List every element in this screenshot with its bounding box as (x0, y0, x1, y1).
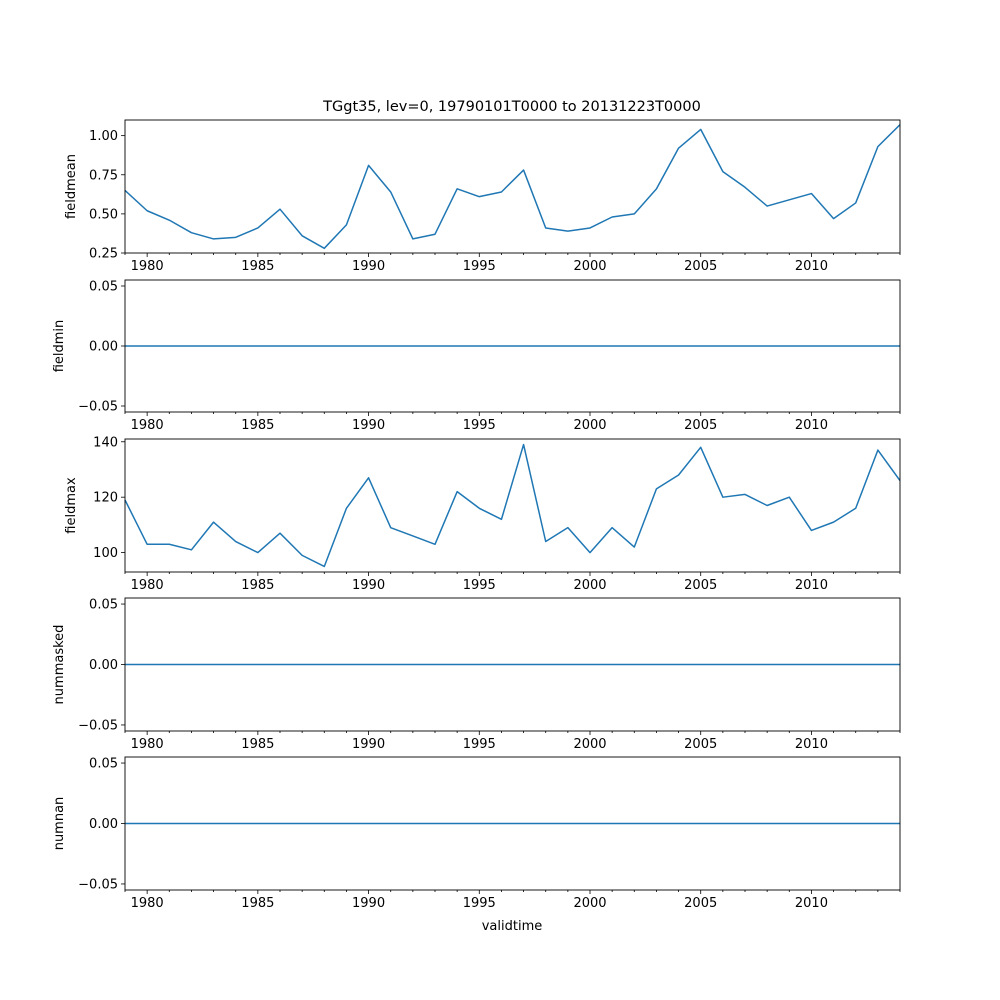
x-tick-label-2000: 2000 (573, 259, 606, 274)
figure-title: TGgt35, lev=0, 19790101T0000 to 20131223… (322, 99, 701, 115)
series-line-fieldmean (124, 124, 901, 250)
y-tick-label-fieldmin-1: 0.00 (89, 340, 118, 355)
y-axis-label-fieldmax: fieldmax (64, 477, 79, 534)
y-tick-label-fieldmax-2: 140 (93, 435, 118, 450)
x-tick-label-1995: 1995 (463, 418, 496, 433)
x-tick-label-1990: 1990 (352, 578, 385, 593)
x-tick-label-2000: 2000 (573, 578, 606, 593)
y-tick-label-nummasked-1: 0.00 (89, 658, 118, 673)
x-tick-label-2005: 2005 (684, 418, 717, 433)
x-tick-label-2010: 2010 (795, 737, 828, 752)
y-tick-label-fieldmin-2: 0.05 (89, 280, 118, 295)
x-tick-label-1995: 1995 (463, 259, 496, 274)
y-axis-label-fieldmean: fieldmean (64, 154, 79, 219)
x-tick-label-2010: 2010 (795, 259, 828, 274)
y-tick-label-nummasked-0: −0.05 (78, 718, 118, 733)
y-axis-label-numnan: numnan (52, 797, 67, 851)
axes-frame-fieldmax (124, 438, 901, 573)
x-tick-label-2010: 2010 (795, 896, 828, 911)
y-tick-label-numnan-2: 0.05 (89, 757, 118, 772)
x-tick-label-2005: 2005 (684, 737, 717, 752)
x-axis-label: validtime (482, 919, 543, 934)
y-axis-label-nummasked: nummasked (52, 625, 67, 705)
x-tick-label-2005: 2005 (684, 896, 717, 911)
x-tick-label-2005: 2005 (684, 259, 717, 274)
y-axis-label-fieldmin: fieldmin (52, 320, 67, 373)
subplot-fieldmean: 1980 1985 1990 1995 2000 2005 2010 0.25 0.50 0.75… (64, 119, 901, 274)
x-tick-label-1980: 1980 (131, 578, 164, 593)
x-tick-label-1980: 1980 (131, 259, 164, 274)
x-tick-label-1985: 1985 (241, 578, 274, 593)
x-tick-label-1985: 1985 (241, 259, 274, 274)
x-tick-label-1980: 1980 (131, 418, 164, 433)
x-tick-label-1995: 1995 (463, 578, 496, 593)
subplot-nummasked: 1980 1985 1990 1995 2000 2005 2010 −0.05 0.00 0.0… (52, 598, 901, 752)
x-tick-label-1990: 1990 (352, 896, 385, 911)
y-tick-label-fieldmax-1: 120 (93, 491, 118, 506)
x-tick-label-1990: 1990 (352, 259, 385, 274)
subplot-panels: 1980 1985 1990 1995 2000 2005 2010 0.25 0.50 0.75… (52, 119, 901, 911)
x-tick-label-2000: 2000 (573, 737, 606, 752)
y-tick-label-fieldmean-3: 1.00 (89, 129, 118, 144)
x-tick-label-2000: 2000 (573, 896, 606, 911)
y-tick-label-nummasked-2: 0.05 (89, 598, 118, 613)
subplot-numnan: 1980 1985 1990 1995 2000 2005 2010 −0.05 0.00 0.0… (52, 757, 901, 911)
y-tick-label-fieldmean-0: 0.25 (89, 247, 118, 262)
subplot-fieldmin: 1980 1985 1990 1995 2000 2005 2010 −0.05 0.00 0.0… (52, 280, 901, 433)
x-tick-label-2005: 2005 (684, 578, 717, 593)
y-tick-label-numnan-0: −0.05 (78, 877, 118, 892)
axes-frame-fieldmean (124, 119, 901, 254)
x-tick-label-2000: 2000 (573, 418, 606, 433)
x-tick-label-1995: 1995 (463, 737, 496, 752)
y-tick-label-numnan-1: 0.00 (89, 817, 118, 832)
series-line-fieldmax (124, 443, 901, 568)
x-tick-label-1990: 1990 (352, 737, 385, 752)
y-tick-label-fieldmean-1: 0.50 (89, 207, 118, 222)
y-tick-label-fieldmax-0: 100 (93, 546, 118, 561)
y-tick-label-fieldmean-2: 0.75 (89, 168, 118, 183)
x-tick-label-2010: 2010 (795, 578, 828, 593)
x-tick-label-1980: 1980 (131, 737, 164, 752)
x-tick-label-1985: 1985 (241, 737, 274, 752)
x-tick-label-1985: 1985 (241, 418, 274, 433)
subplot-fieldmax: 1980 1985 1990 1995 2000 2005 2010 100 120 140 fie… (64, 435, 901, 593)
x-tick-label-1990: 1990 (352, 418, 385, 433)
x-tick-label-1985: 1985 (241, 896, 274, 911)
x-tick-label-1995: 1995 (463, 896, 496, 911)
x-tick-label-1980: 1980 (131, 896, 164, 911)
y-tick-label-fieldmin-0: −0.05 (78, 400, 118, 415)
x-tick-label-2010: 2010 (795, 418, 828, 433)
